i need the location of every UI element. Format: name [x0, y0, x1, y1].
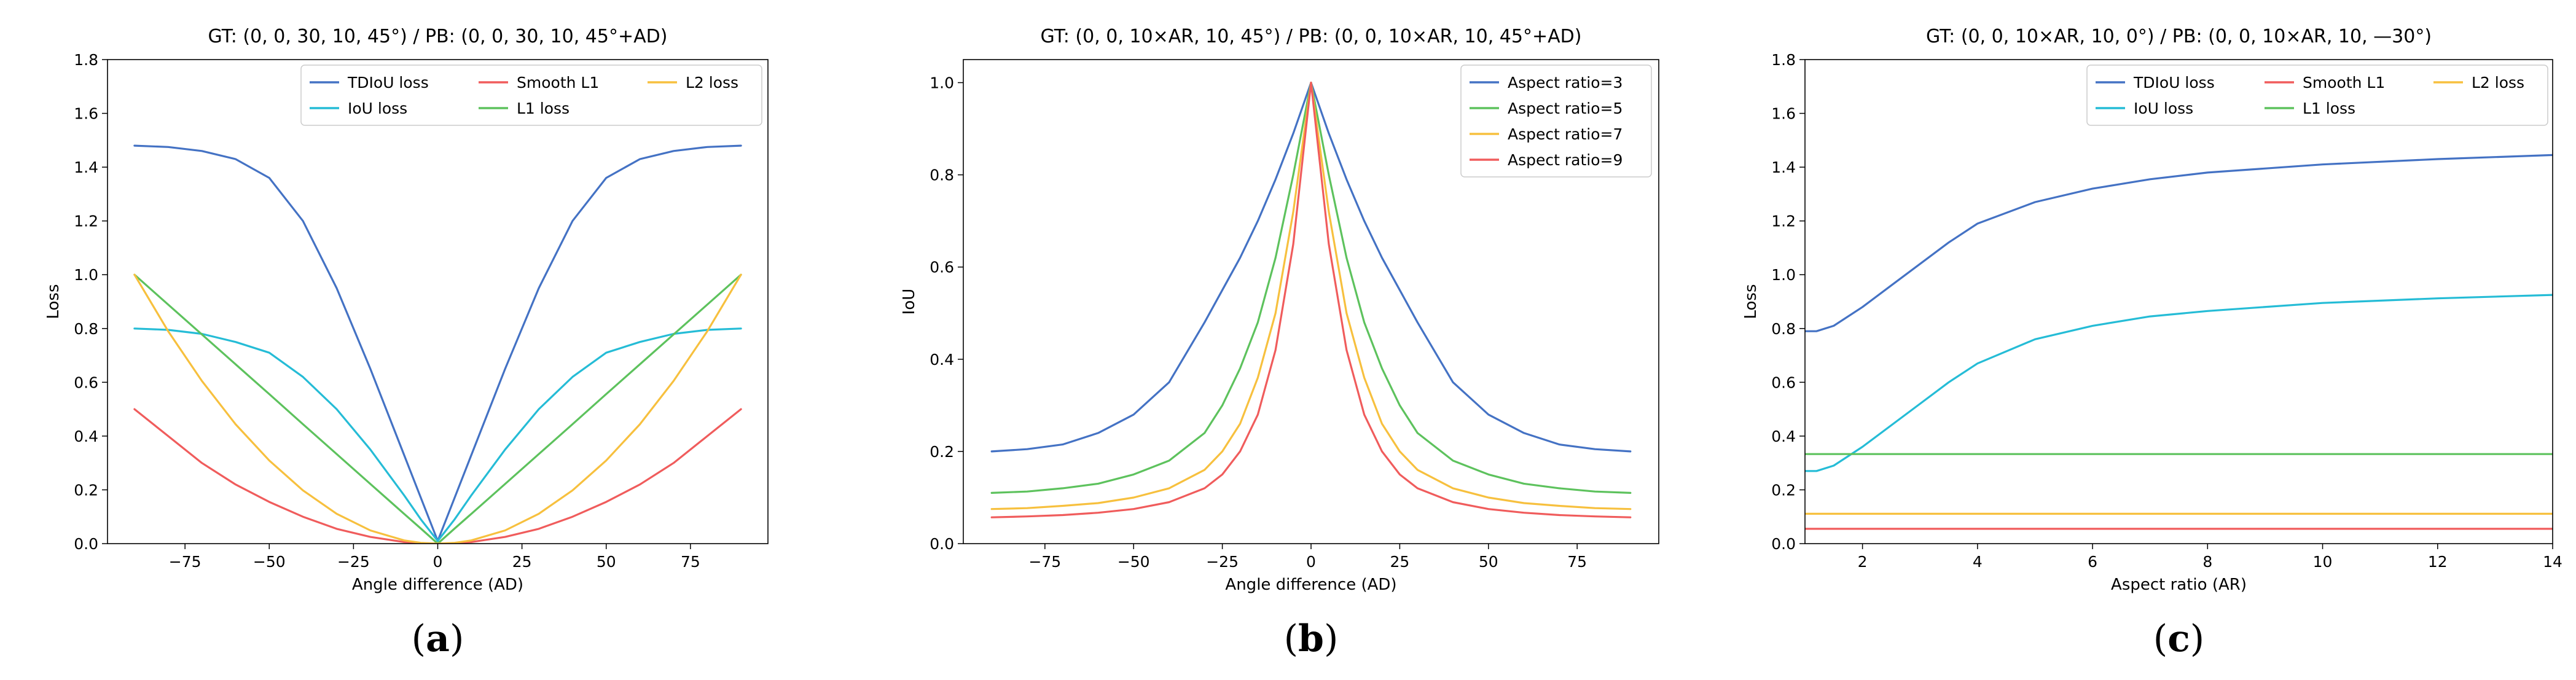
legend-entry: Aspect ratio=9 [1508, 151, 1623, 169]
y-tick-label: 1.2 [1771, 213, 1796, 230]
y-tick-label: 0.4 [1771, 428, 1796, 445]
chart-title: GT: (0, 0, 10×AR, 10, 45°) / PB: (0, 0, … [1041, 26, 1582, 47]
legend-entry: L2 loss [686, 74, 738, 92]
legend-entry: Aspect ratio=5 [1508, 100, 1623, 117]
x-tick-label: 10 [2313, 553, 2333, 571]
x-tick-label: 25 [1390, 553, 1409, 571]
series-line-l1-loss [133, 273, 742, 544]
y-tick-label: 0.2 [1771, 481, 1796, 499]
legend: TDIoU loss IoU loss Smooth L1 L1 loss L2 los… [300, 64, 762, 126]
legend-entry: IoU loss [2134, 100, 2193, 117]
y-axis-label: Loss [44, 284, 63, 319]
y-tick-label: 1.4 [1771, 158, 1796, 176]
series-line-iou-loss [133, 327, 742, 542]
series-line-l2-loss [133, 273, 742, 544]
y-tick-label: 0.6 [1771, 373, 1796, 391]
x-tick-label: −25 [1206, 553, 1239, 571]
legend-entry: Smooth L1 [517, 74, 599, 92]
x-axis-label: Aspect ratio (AR) [2111, 576, 2247, 594]
x-tick-label: 2 [1858, 553, 1868, 571]
series-line-iou-loss [1805, 294, 2553, 472]
x-tick-label: 12 [2428, 553, 2448, 571]
series-line-tdiou-loss [1805, 154, 2553, 332]
y-tick-label: 0.6 [930, 259, 954, 276]
chart-panel-c: GT: (0, 0, 10×AR, 10, 0°) / PB: (0, 0, 1… [1742, 26, 2562, 660]
series-line-aspect-ratio-9 [990, 81, 1632, 518]
legend-entry: Smooth L1 [2303, 74, 2385, 92]
subfigure-label: (b) [1284, 617, 1339, 660]
legend-entry: Aspect ratio=3 [1508, 74, 1623, 92]
legend-entry: Aspect ratio=7 [1508, 125, 1623, 143]
y-tick-label: 0.8 [74, 320, 98, 338]
x-tick-label: 75 [681, 553, 700, 571]
legend-entry: L2 loss [2472, 74, 2524, 92]
axes-frame [1804, 59, 2553, 544]
y-tick-label: 0.2 [74, 481, 98, 499]
x-tick-label: 50 [597, 553, 616, 571]
series-lines [133, 144, 742, 544]
y-tick-label: 1.8 [1771, 51, 1796, 69]
y-tick-label: 1.6 [1771, 105, 1796, 123]
subfigure-label: (a) [412, 617, 464, 660]
legend: Aspect ratio=3 Aspect ratio=5 Aspect ratio… [1460, 64, 1652, 178]
legend-entry: TDIoU loss [347, 74, 429, 92]
x-tick-label: −75 [1028, 553, 1061, 571]
chart-panel-a: GT: (0, 0, 30, 10, 45°) / PB: (0, 0, 30,… [44, 26, 769, 660]
series-lines [1805, 154, 2553, 530]
y-tick-label: 1.8 [74, 51, 98, 69]
y-tick-label: 0.4 [74, 428, 98, 445]
y-tick-label: 0.0 [930, 535, 954, 553]
legend-entry: TDIoU loss [2133, 74, 2215, 92]
y-tick-label: 1.4 [74, 158, 98, 176]
y-tick-label: 1.2 [74, 213, 98, 230]
x-tick-label: 6 [2088, 553, 2097, 571]
x-tick-label: 75 [1567, 553, 1587, 571]
x-tick-label: −50 [1118, 553, 1150, 571]
y-tick-label: 1.6 [74, 105, 98, 123]
x-tick-label: 14 [2543, 553, 2562, 571]
legend-box [1460, 64, 1652, 178]
y-axis-label: IoU [900, 289, 918, 315]
x-tick-label: 0 [1306, 553, 1316, 571]
y-tick-label: 1.0 [1771, 266, 1796, 284]
chart-panels: GT: (0, 0, 30, 10, 45°) / PB: (0, 0, 30,… [44, 26, 2562, 660]
y-tick-label: 0.8 [1771, 320, 1796, 338]
x-tick-label: −75 [169, 553, 202, 571]
legend-box [2086, 64, 2548, 126]
x-axis-label: Angle difference (AD) [352, 576, 523, 594]
y-tick-label: 0.2 [930, 443, 954, 461]
x-tick-label: 25 [512, 553, 532, 571]
legend: TDIoU loss IoU loss Smooth L1 L1 loss L2 los… [2086, 64, 2548, 126]
y-tick-label: 0.0 [1771, 535, 1796, 553]
y-tick-label: 0.4 [930, 351, 954, 369]
x-tick-label: 4 [1973, 553, 1983, 571]
legend-entry: L1 loss [517, 100, 570, 117]
y-tick-label: 0.6 [74, 373, 98, 391]
chart-title: GT: (0, 0, 10×AR, 10, 0°) / PB: (0, 0, 1… [1926, 26, 2432, 47]
y-tick-label: 0.0 [74, 535, 98, 553]
y-tick-label: 0.8 [930, 166, 954, 184]
x-tick-label: −25 [337, 553, 370, 571]
subfigure-label: (c) [2153, 617, 2204, 660]
x-tick-label: 50 [1479, 553, 1498, 571]
legend-entry: L1 loss [2303, 100, 2355, 117]
x-tick-label: 0 [433, 553, 443, 571]
series-lines [990, 81, 1632, 518]
y-axis-label: Loss [1742, 284, 1760, 319]
legend-entry: IoU loss [348, 100, 407, 117]
series-line-smooth-l1 [133, 408, 742, 544]
chart-title: GT: (0, 0, 30, 10, 45°) / PB: (0, 0, 30,… [208, 26, 668, 47]
legend-box [300, 64, 762, 126]
y-tick-label: 1.0 [930, 74, 954, 92]
chart-panel-b: GT: (0, 0, 10×AR, 10, 45°) / PB: (0, 0, … [900, 26, 1659, 660]
y-tick-label: 1.0 [74, 266, 98, 284]
x-tick-label: 8 [2202, 553, 2212, 571]
x-tick-label: −50 [253, 553, 286, 571]
x-axis-label: Angle difference (AD) [1225, 576, 1396, 594]
